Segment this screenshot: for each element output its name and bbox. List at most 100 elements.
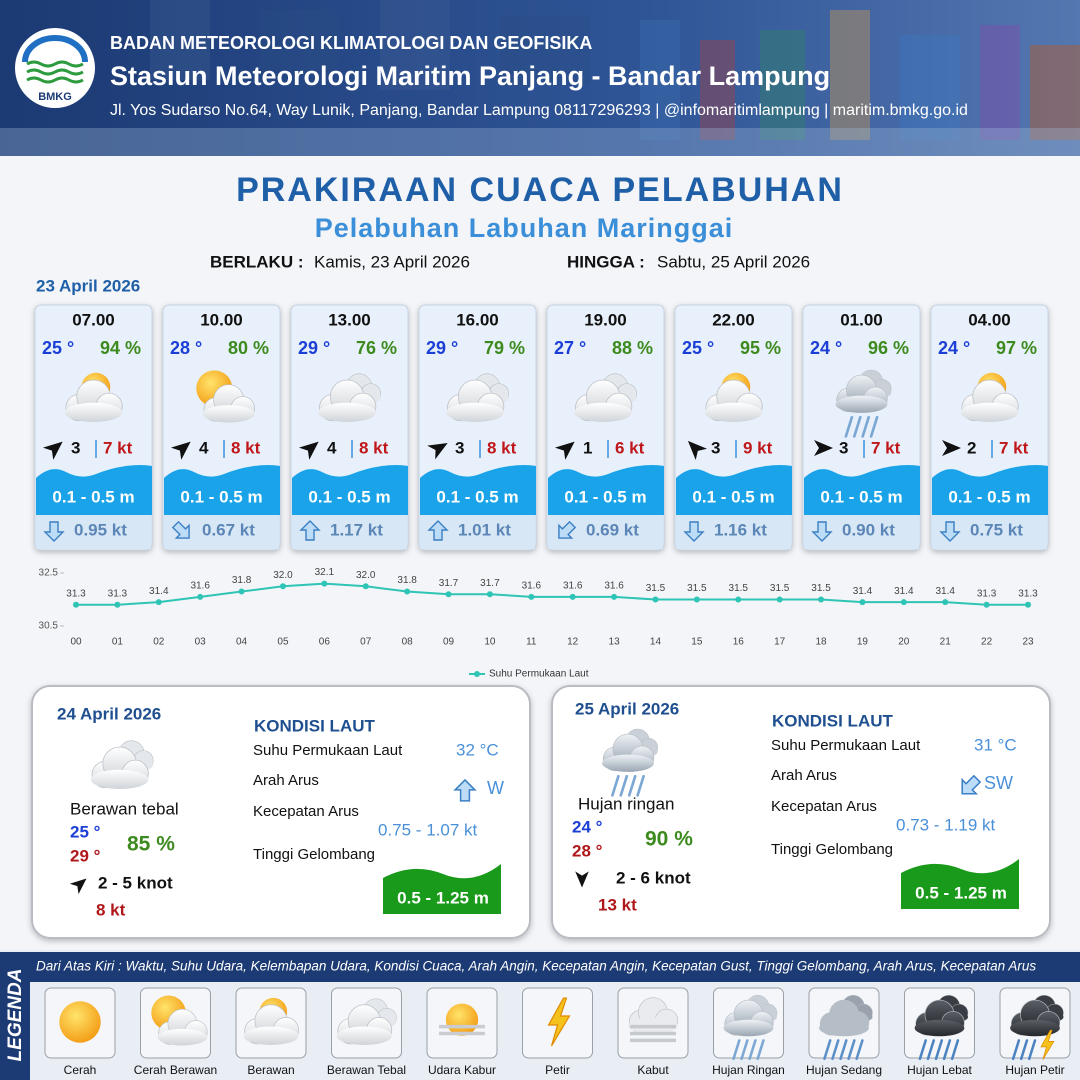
cloud <box>1010 999 1061 1037</box>
wind-speed: 2 - 5 knot <box>98 873 173 892</box>
point <box>569 593 576 600</box>
condition: Hujan ringan <box>578 794 674 813</box>
day-date: 25 April 2026 <box>575 699 679 718</box>
current-arrow <box>811 521 833 542</box>
cloud-part <box>157 1028 208 1046</box>
wave-label: Tinggi Gelombang <box>253 846 375 863</box>
legend-item: Hujan Petir <box>1005 1063 1064 1077</box>
time: 19.00 <box>584 310 627 329</box>
cloud-part <box>90 769 149 789</box>
current-speed: 1.16 kt <box>714 520 767 539</box>
y-tick-label: 32.5 <box>39 568 59 579</box>
wave-height: 0.1 - 0.5 m <box>564 487 646 506</box>
chart: 30.5 32.5 31.3 31.3 31.4 31.6 31.8 32.0 32.1 32.0… <box>39 567 1039 679</box>
rain <box>861 415 871 438</box>
rain <box>831 1039 840 1061</box>
header-decor <box>900 35 960 140</box>
cloud <box>914 999 965 1037</box>
current-arrow <box>939 521 961 542</box>
rain <box>740 1039 749 1061</box>
sst: 31 °C <box>974 735 1017 754</box>
wave-height: 0.1 - 0.5 m <box>436 487 518 506</box>
wind-speed: 1 <box>583 438 592 457</box>
x-tick-label: 20 <box>898 637 910 648</box>
wind-arrow <box>427 443 448 460</box>
weather-icon <box>64 372 123 422</box>
x-tick-label: 09 <box>443 637 455 648</box>
cloud-part <box>336 1026 392 1045</box>
rain <box>1011 1039 1021 1061</box>
wind-arrow <box>42 441 63 460</box>
temperature: 24 ° <box>938 338 970 358</box>
wind-speed: 3 <box>455 438 464 457</box>
x-tick-label: 06 <box>319 637 331 648</box>
wave-height: 0.1 - 0.5 m <box>308 487 390 506</box>
speed-label: Kecepatan Arus <box>771 798 877 815</box>
weather-icon <box>602 728 659 797</box>
weather-icon <box>574 373 637 422</box>
logo-wave <box>26 60 84 68</box>
gust: 7 kt <box>871 438 901 457</box>
subtitle: Pelabuhan Labuhan Maringgai <box>315 213 734 243</box>
value-label: 31.4 <box>853 586 873 597</box>
legend-item: Hujan Ringan <box>712 1063 785 1077</box>
point <box>114 601 121 608</box>
wind-speed: 3 <box>711 438 720 457</box>
cloud <box>202 384 255 423</box>
legend-icon <box>151 995 208 1046</box>
valid-to: Sabtu, 25 April 2026 <box>657 252 810 271</box>
time: 07.00 <box>72 310 115 329</box>
humidity: 79 % <box>484 338 525 358</box>
wave-height: 0.5 - 1.25 m <box>915 883 1007 902</box>
cloud-part <box>64 402 123 422</box>
wind-speed: 2 - 6 knot <box>616 868 691 887</box>
wave <box>932 465 1048 515</box>
cloud-part <box>723 1019 774 1037</box>
wave <box>548 465 664 515</box>
gust: 8 kt <box>231 438 261 457</box>
wind-arrow <box>554 441 575 460</box>
wave-label: Tinggi Gelombang <box>771 841 893 858</box>
y-tick-label: 30.5 <box>39 621 59 632</box>
value-label: 32.0 <box>356 570 376 581</box>
legend-icon <box>628 997 679 1043</box>
gust: 13 kt <box>598 895 637 914</box>
current-speed: 0.75 kt <box>970 520 1023 539</box>
weather-icon <box>835 369 892 438</box>
bolt <box>1040 1029 1055 1060</box>
point <box>942 599 949 606</box>
logo-wave <box>26 76 84 84</box>
cloud <box>960 379 1019 422</box>
humidity: 95 % <box>740 338 781 358</box>
x-tick-label: 22 <box>981 637 993 648</box>
cloud-part <box>1010 1019 1060 1037</box>
wind-speed: 3 <box>839 438 848 457</box>
rain <box>839 1039 848 1061</box>
weather-icon <box>704 372 763 422</box>
sea-title: KONDISI LAUT <box>254 716 376 735</box>
legend-item: Berawan <box>247 1063 294 1077</box>
value-label: 31.8 <box>232 575 252 586</box>
gust: 8 kt <box>359 438 389 457</box>
day-date: 24 April 2026 <box>57 704 161 723</box>
weather-icon <box>196 370 255 423</box>
value-label: 31.6 <box>563 580 583 591</box>
temperature: 25 ° <box>42 338 74 358</box>
temperature: 28 ° <box>170 338 202 358</box>
legend-item: Udara Kabur <box>428 1063 496 1077</box>
temperature: 29 ° <box>298 338 330 358</box>
legend-icon <box>723 994 778 1061</box>
cloud-part <box>202 405 255 423</box>
x-tick-label: 05 <box>277 637 289 648</box>
rain <box>748 1039 757 1061</box>
temperature: 27 ° <box>554 338 586 358</box>
point <box>818 596 825 603</box>
value-label: 31.4 <box>894 586 914 597</box>
rain <box>627 774 637 797</box>
rain <box>926 1039 936 1061</box>
legend-side <box>0 952 30 1080</box>
header-decor <box>830 10 870 140</box>
x-tick-label: 03 <box>195 637 207 648</box>
legend-dot <box>474 671 480 677</box>
